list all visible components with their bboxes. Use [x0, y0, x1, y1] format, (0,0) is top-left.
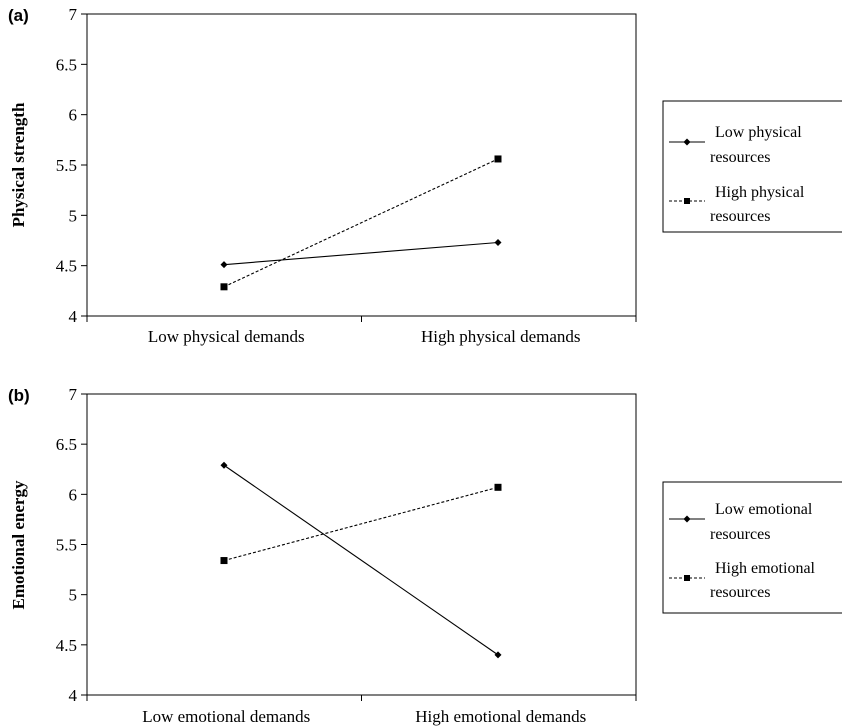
x-category-label: High physical demands [421, 327, 581, 346]
x-category-label: Low emotional demands [142, 707, 310, 726]
y-tick-label: 7 [69, 5, 78, 24]
y-tick-label: 6 [69, 485, 78, 504]
legend-label: resources [710, 526, 770, 543]
data-point-square [494, 155, 502, 163]
legend-label: Low emotional [715, 501, 813, 518]
plot-area-frame [86, 393, 637, 696]
panel-b: (b) 4 4.5 5 5.5 6 6.5 7 Low emotional demands Hig… [8, 385, 842, 726]
series-line-low [223, 464, 499, 656]
y-tick-label: 4.5 [56, 257, 77, 276]
y-tick-label: 5.5 [56, 536, 77, 555]
y-tick-label: 4 [69, 307, 78, 326]
legend-box [662, 481, 842, 614]
series-line-high [223, 486, 499, 562]
legend-label: High emotional [715, 560, 816, 577]
data-point-diamond [220, 461, 228, 469]
data-point-square [220, 557, 228, 565]
y-tick-label: 5 [69, 586, 78, 605]
legend-marker-diamond [683, 515, 691, 523]
plot-area-frame [86, 13, 637, 317]
data-point-diamond [494, 239, 502, 247]
x-category-label: High emotional demands [415, 707, 586, 726]
data-point-diamond [220, 261, 228, 269]
legend-label: resources [710, 584, 770, 601]
y-tick-label: 4.5 [56, 636, 77, 655]
x-category-label: Low physical demands [148, 327, 305, 346]
y-axis-title: Emotional energy [9, 480, 28, 609]
y-tick-label: 4 [69, 686, 78, 705]
y-tick-label: 5 [69, 206, 78, 225]
legend-label: High physical [715, 184, 805, 201]
panel-a: (a) 4 4.5 5 5.5 6 6.5 7 Low physical demands High… [8, 5, 842, 346]
legend-label: Low physical [715, 124, 802, 141]
legend-marker-square [684, 575, 690, 581]
legend-marker-diamond [683, 138, 691, 146]
y-tick-label: 6.5 [56, 435, 77, 454]
y-tick-label: 6.5 [56, 55, 77, 74]
data-point-square [220, 283, 228, 291]
legend-box [662, 100, 842, 233]
y-tick-label: 6 [69, 106, 78, 125]
legend-label: resources [710, 149, 770, 166]
panel-label: (b) [8, 386, 30, 405]
legend-marker-square [684, 198, 690, 204]
panel-label: (a) [8, 6, 29, 25]
y-tick-label: 5.5 [56, 156, 77, 175]
legend-label: resources [710, 208, 770, 225]
y-tick-label: 7 [69, 385, 78, 404]
data-point-square [494, 483, 502, 491]
series-line-high [223, 158, 499, 288]
data-point-diamond [494, 651, 502, 659]
y-axis-title: Physical strength [9, 102, 28, 227]
series-line-low [223, 241, 499, 266]
